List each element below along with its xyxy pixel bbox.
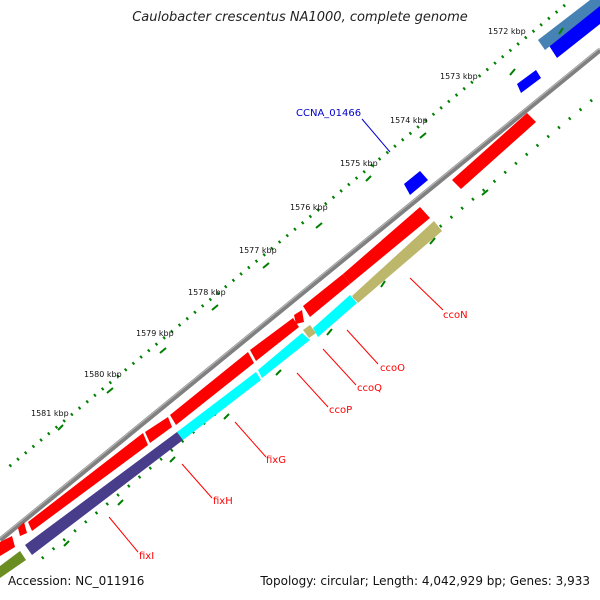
gene-1578-forward[interactable] bbox=[294, 310, 304, 324]
backbone bbox=[0, 48, 600, 542]
tick-label-1573: 1573 kbp bbox=[440, 72, 478, 81]
outer-dotted-ring bbox=[4, 3, 566, 472]
tick-labels: 1572 kbp 1573 kbp 1574 kbp 1575 kbp 1576… bbox=[31, 27, 526, 418]
tick-marks bbox=[57, 27, 564, 547]
gene-1582-forward[interactable] bbox=[28, 433, 148, 531]
backbone-shine bbox=[0, 47, 600, 539]
map-title: Caulobacter crescentus NA1000, complete … bbox=[132, 10, 468, 25]
gene-1574-forward[interactable] bbox=[452, 113, 536, 189]
gene-ccoO[interactable] bbox=[313, 295, 357, 337]
tick-label-1579: 1579 kbp bbox=[136, 329, 174, 338]
forward-strand-track bbox=[0, 113, 536, 556]
tick-label-1574: 1574 kbp bbox=[390, 116, 428, 125]
label-leaders bbox=[108, 118, 444, 553]
gene-label-ccoQ[interactable]: ccoQ bbox=[357, 383, 382, 394]
gene-fixH-fixI[interactable] bbox=[25, 432, 183, 555]
gene-edge-green[interactable] bbox=[0, 551, 26, 578]
genome-summary: Topology: circular; Length: 4,042,929 bp… bbox=[260, 574, 590, 588]
gene-1573-reverse[interactable] bbox=[517, 70, 541, 93]
tick-label-1580: 1580 kbp bbox=[84, 370, 122, 379]
tick-label-1581: 1581 kbp bbox=[31, 409, 69, 418]
gene-label-ccoP[interactable]: ccoP bbox=[329, 405, 352, 416]
gene-label-fixH[interactable]: fixH bbox=[213, 496, 233, 507]
tick-label-1577: 1577 kbp bbox=[239, 246, 277, 255]
gene-1580-forward[interactable] bbox=[170, 352, 254, 425]
gene-ccna01466[interactable] bbox=[404, 171, 428, 195]
gene-1572-steelblue[interactable] bbox=[538, 0, 600, 50]
gene-fixG[interactable] bbox=[177, 372, 261, 440]
tick-label-1575: 1575 kbp bbox=[340, 159, 378, 168]
tick-label-1572: 1572 kbp bbox=[488, 27, 526, 36]
gene-ccoP[interactable] bbox=[258, 333, 310, 378]
gene-1576-forward[interactable] bbox=[343, 207, 430, 284]
gene-ccoN[interactable] bbox=[352, 221, 442, 303]
gene-1581-forward[interactable] bbox=[145, 417, 172, 443]
gene-label-ccoO[interactable]: ccoO bbox=[380, 363, 405, 374]
gene-label-fixI[interactable]: fixI bbox=[139, 551, 154, 562]
gene-edge-forward[interactable] bbox=[0, 536, 15, 556]
gene-label-fixG[interactable]: fixG bbox=[266, 455, 286, 466]
gene-label-ccna01466[interactable]: CCNA_01466 bbox=[296, 108, 361, 119]
gene-small-forward[interactable] bbox=[18, 522, 27, 536]
gene-label-ccoN[interactable]: ccoN bbox=[443, 310, 468, 321]
gene-ccoQ[interactable] bbox=[303, 325, 316, 338]
tick-label-1576: 1576 kbp bbox=[290, 203, 328, 212]
gene-1579-forward[interactable] bbox=[250, 318, 299, 361]
accession-label: Accession: NC_011916 bbox=[8, 574, 145, 588]
tick-label-1578: 1578 kbp bbox=[188, 288, 226, 297]
gene-1577-forward[interactable] bbox=[303, 274, 350, 317]
